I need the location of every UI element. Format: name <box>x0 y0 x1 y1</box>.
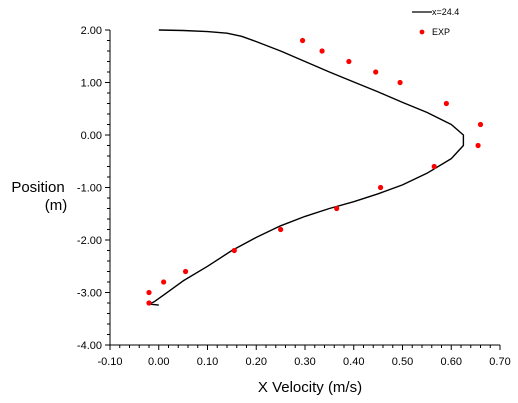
axis-ticks <box>105 29 501 350</box>
x-tick-label: 0.30 <box>294 356 315 368</box>
exp-data-point <box>231 247 237 254</box>
x-tick-label: 0.40 <box>343 356 364 368</box>
y-tick-label: -2.00 <box>77 235 102 247</box>
y-tick-label: -4.00 <box>77 340 102 352</box>
exp-data-point <box>431 163 437 170</box>
x-tick-labels: -0.10 0.00 0.10 0.20 0.30 0.40 0.50 0.60 0.70 <box>97 356 510 368</box>
exp-data-point <box>477 121 484 128</box>
exp-data-point <box>475 142 481 149</box>
y-axis-title-line2: (m) <box>45 197 68 214</box>
y-tick-label: 0.00 <box>81 130 102 142</box>
x-axis-title: X Velocity (m/s) <box>258 379 362 396</box>
legend: x=24.4 EXP <box>412 7 459 37</box>
data-series <box>146 29 484 306</box>
exp-data-point <box>334 205 340 212</box>
series-line-x24-4 <box>148 29 465 306</box>
exp-data-point <box>182 268 189 275</box>
exp-data-point <box>377 184 384 191</box>
legend-point-swatch <box>419 29 425 35</box>
exp-data-point <box>443 100 449 107</box>
exp-data-point <box>346 58 352 65</box>
y-tick-label: 2.00 <box>81 25 102 37</box>
x-tick-label: 0.10 <box>197 356 218 368</box>
exp-data-point <box>373 69 379 75</box>
x-tick-label: 0.70 <box>489 356 510 368</box>
plot-axes <box>109 30 500 346</box>
y-tick-label: -1.00 <box>77 183 102 195</box>
x-tick-label: -0.10 <box>97 356 122 368</box>
exp-data-point <box>319 48 325 54</box>
y-axis-title-line1: Position <box>11 179 64 196</box>
x-tick-label: 0.50 <box>392 356 413 368</box>
y-tick-label: -3.00 <box>77 288 102 300</box>
y-tick-label: 1.00 <box>81 78 102 90</box>
legend-label-line: x=24.4 <box>432 7 459 17</box>
exp-data-point <box>299 37 306 44</box>
exp-data-point <box>161 279 167 285</box>
exp-data-point <box>278 226 284 233</box>
x-tick-label: 0.60 <box>441 356 462 368</box>
x-tick-label: 0.00 <box>148 356 169 368</box>
x-tick-label: 0.20 <box>246 356 267 368</box>
y-tick-labels: 2.00 1.00 0.00 -1.00 -2.00 -3.00 -4.00 <box>77 25 102 352</box>
exp-data-point <box>146 289 152 296</box>
legend-label-points: EXP <box>432 27 450 37</box>
exp-data-point <box>146 300 152 306</box>
exp-data-point <box>397 79 403 86</box>
